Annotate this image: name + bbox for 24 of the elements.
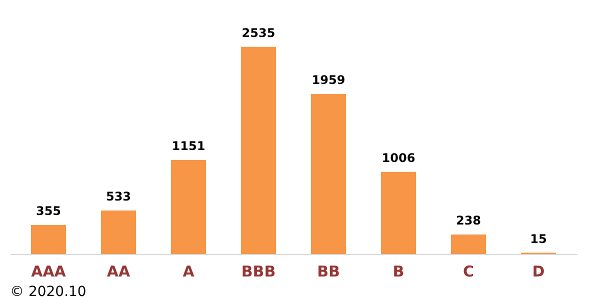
x-tick-label: B xyxy=(392,262,404,280)
bar xyxy=(311,94,346,254)
bar xyxy=(241,46,276,254)
data-label: 238 xyxy=(456,214,482,228)
x-tick-label: AA xyxy=(106,262,130,280)
data-label: 355 xyxy=(36,204,62,218)
bar xyxy=(101,210,136,254)
data-label: 2535 xyxy=(242,26,276,40)
data-label: 1959 xyxy=(312,72,346,87)
data-label: 15 xyxy=(530,232,547,246)
data-label: 1151 xyxy=(172,138,206,153)
data-label: 533 xyxy=(106,189,132,204)
x-tick-label: A xyxy=(182,262,195,280)
bar xyxy=(31,225,66,254)
x-tick-label: AAA xyxy=(31,262,66,280)
x-tick-label: D xyxy=(532,262,545,280)
bar xyxy=(381,172,416,254)
x-tick-label: BB xyxy=(317,262,340,280)
bar xyxy=(451,234,486,254)
x-tick-label: BBB xyxy=(241,262,276,280)
x-tick-label: C xyxy=(462,262,474,280)
text: © 2020.10 xyxy=(10,284,86,300)
data-label: 1006 xyxy=(382,150,416,165)
bar xyxy=(171,160,206,254)
